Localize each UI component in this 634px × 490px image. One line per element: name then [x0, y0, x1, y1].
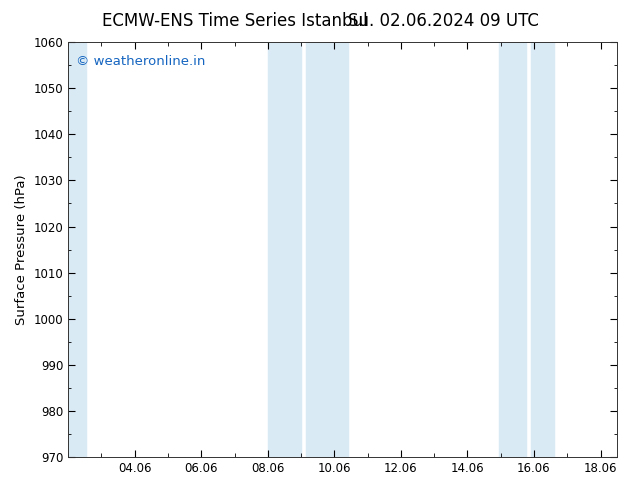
Bar: [68, 42, 86, 457]
Text: Su. 02.06.2024 09 UTC: Su. 02.06.2024 09 UTC: [348, 12, 540, 30]
Y-axis label: Surface Pressure (hPa): Surface Pressure (hPa): [15, 174, 28, 325]
Bar: [268, 42, 301, 457]
Bar: [499, 42, 526, 457]
Text: ECMW-ENS Time Series Istanbul: ECMW-ENS Time Series Istanbul: [102, 12, 367, 30]
Text: © weatheronline.in: © weatheronline.in: [77, 54, 206, 68]
Bar: [531, 42, 554, 457]
Bar: [306, 42, 347, 457]
